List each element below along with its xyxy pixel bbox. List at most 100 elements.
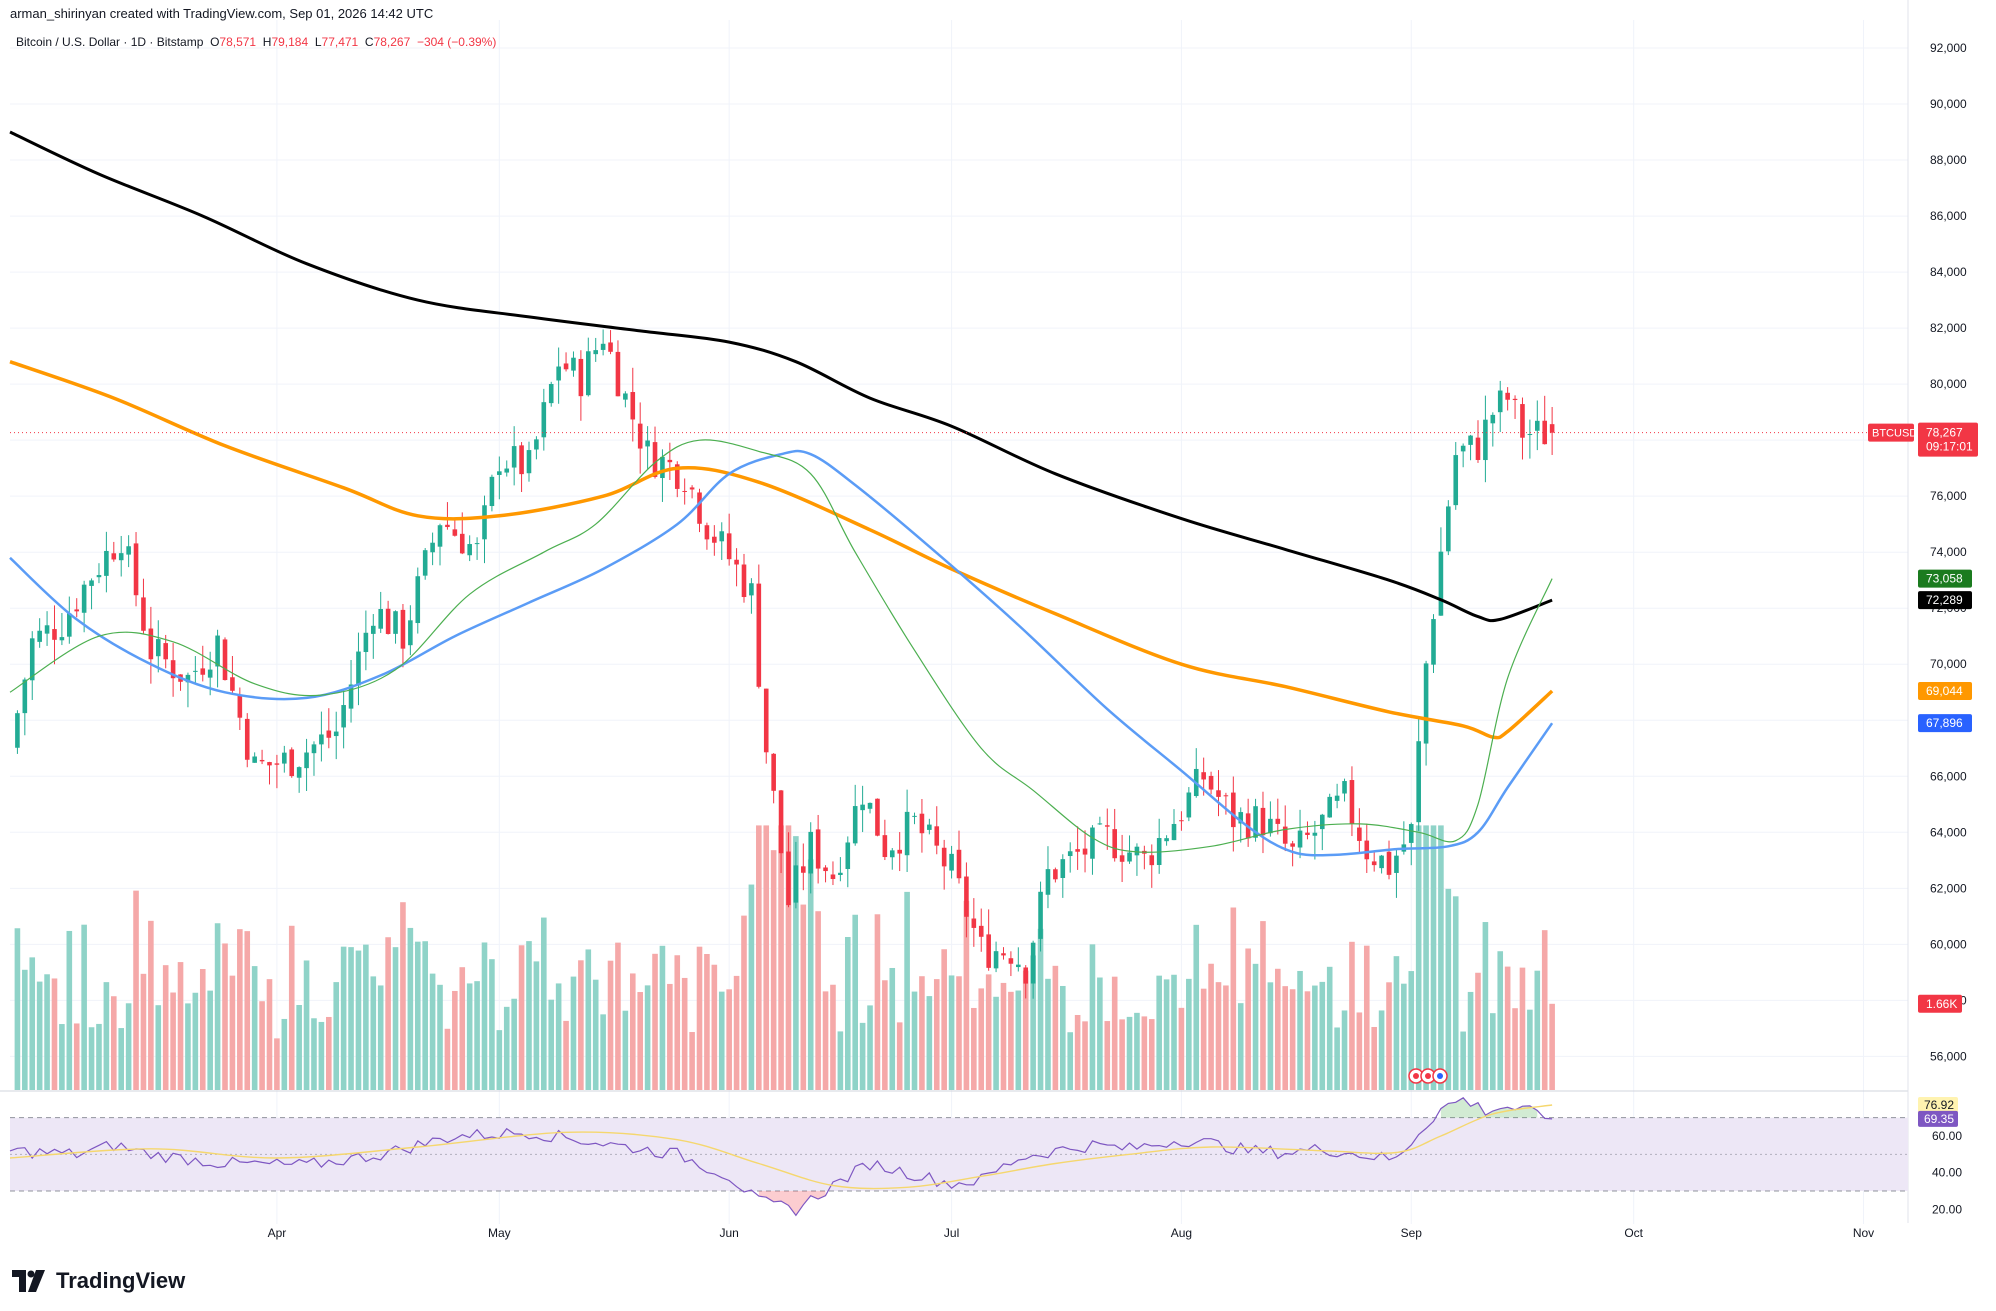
candle-body	[89, 580, 94, 586]
volume-bar	[118, 1028, 125, 1090]
candle-body	[519, 445, 524, 475]
volume-tag-bg	[1918, 994, 1962, 1013]
volume-bar	[1134, 1012, 1140, 1090]
volume-bar	[385, 937, 391, 1090]
candle-body	[118, 553, 124, 561]
candle-body	[978, 925, 984, 937]
candle-body	[1475, 437, 1481, 460]
candle-body	[793, 865, 799, 903]
candle-body	[81, 584, 87, 613]
candle-body	[29, 638, 35, 681]
candle-body	[830, 874, 836, 880]
volume-bar	[29, 957, 36, 1090]
candle-body	[393, 611, 398, 634]
candle-body	[623, 393, 628, 400]
candle-body	[1216, 790, 1221, 797]
candle-body	[808, 831, 814, 874]
volume-bar	[1000, 982, 1007, 1090]
volume-bar	[103, 982, 110, 1090]
candle-body	[430, 542, 435, 553]
volume-bar	[348, 947, 354, 1090]
volume-value-tag: 1.66K	[1918, 994, 1962, 1013]
price-tag-bg	[1918, 422, 1978, 457]
symbol-legend: Bitcoin / U.S. Dollar · 1D · Bitstamp O7…	[16, 35, 496, 49]
candle-body	[1067, 851, 1073, 857]
candle-body	[1186, 792, 1192, 818]
candle-body	[230, 677, 235, 691]
volume-bar	[251, 966, 258, 1090]
candle-body	[674, 464, 680, 489]
volume-bar	[1445, 888, 1452, 1090]
candle-body	[1534, 420, 1540, 431]
volume-bar	[503, 1006, 510, 1090]
candle-body	[897, 849, 902, 854]
candle-body	[838, 872, 843, 875]
candle-body	[652, 442, 658, 477]
close-label: C	[364, 35, 374, 49]
candle-body	[155, 639, 161, 657]
candle-body	[1364, 840, 1370, 860]
volume-bar	[1178, 1007, 1185, 1090]
volume-bar	[229, 975, 236, 1090]
price-tick-label: 66,000	[1930, 769, 1967, 783]
ma-value-tag-sma50-text: 67,896	[1926, 716, 1963, 730]
volume-bar	[429, 973, 436, 1090]
volume-bar	[1430, 825, 1437, 1090]
volume-bar	[1534, 970, 1541, 1090]
volume-bar	[911, 991, 918, 1090]
price-tick-label: 82,000	[1930, 321, 1967, 335]
volume-bar	[1326, 966, 1333, 1090]
volume-bar	[400, 902, 406, 1090]
volume-bar	[110, 996, 117, 1090]
volume-bar	[1541, 930, 1548, 1090]
candle-body	[1282, 826, 1288, 844]
volume-bar	[600, 1014, 606, 1090]
volume-bar	[526, 941, 532, 1090]
volume-bar	[474, 981, 480, 1090]
candle-body	[1408, 824, 1414, 843]
candle-body	[815, 829, 821, 869]
volume-bar	[155, 1005, 162, 1090]
candle-body	[333, 731, 339, 737]
candle-body	[415, 576, 421, 624]
candle-body	[437, 525, 443, 547]
volume-bar	[14, 928, 21, 1090]
volume-bar	[1119, 1019, 1125, 1090]
time-tick-label: May	[488, 1226, 511, 1240]
volume-bar	[1401, 983, 1407, 1090]
candle-body	[956, 849, 962, 879]
candle-body	[1075, 849, 1080, 852]
ma-value-tag-sma100: 69,044	[1918, 682, 1972, 701]
volume-bar	[288, 925, 295, 1090]
candle-body	[726, 533, 732, 560]
volume-bar	[266, 979, 273, 1090]
ma-value-tag-sma200-text: 72,289	[1926, 593, 1963, 607]
volume-bar	[763, 825, 770, 1090]
candle-body	[1483, 419, 1488, 461]
candle-body	[1097, 823, 1103, 825]
candle-body	[1334, 795, 1340, 801]
candle-body	[1149, 855, 1155, 866]
volume-bar	[718, 991, 725, 1090]
candle-body	[200, 668, 206, 675]
volume-bar	[1252, 963, 1259, 1090]
price-tick-label: 86,000	[1930, 209, 1967, 223]
candle-body	[319, 734, 324, 745]
candle-body	[1023, 967, 1029, 984]
time-tick-label: Oct	[1624, 1226, 1643, 1240]
candle-body	[459, 533, 465, 554]
volume-bar	[726, 989, 732, 1090]
volume-bar	[1475, 972, 1481, 1090]
high-label: H	[262, 35, 272, 49]
volume-bar	[73, 1023, 80, 1090]
volume-bar	[585, 949, 592, 1090]
candle-body	[578, 358, 584, 397]
candle-body	[608, 342, 613, 352]
candle-body	[719, 531, 725, 542]
volume-bar	[704, 954, 710, 1090]
volume-bar	[548, 999, 555, 1090]
chart-credit: arman_shirinyan created with TradingView…	[10, 6, 434, 21]
tradingview-logo[interactable]: TradingView	[12, 1268, 185, 1294]
ma-line-sma100	[9, 360, 1554, 740]
